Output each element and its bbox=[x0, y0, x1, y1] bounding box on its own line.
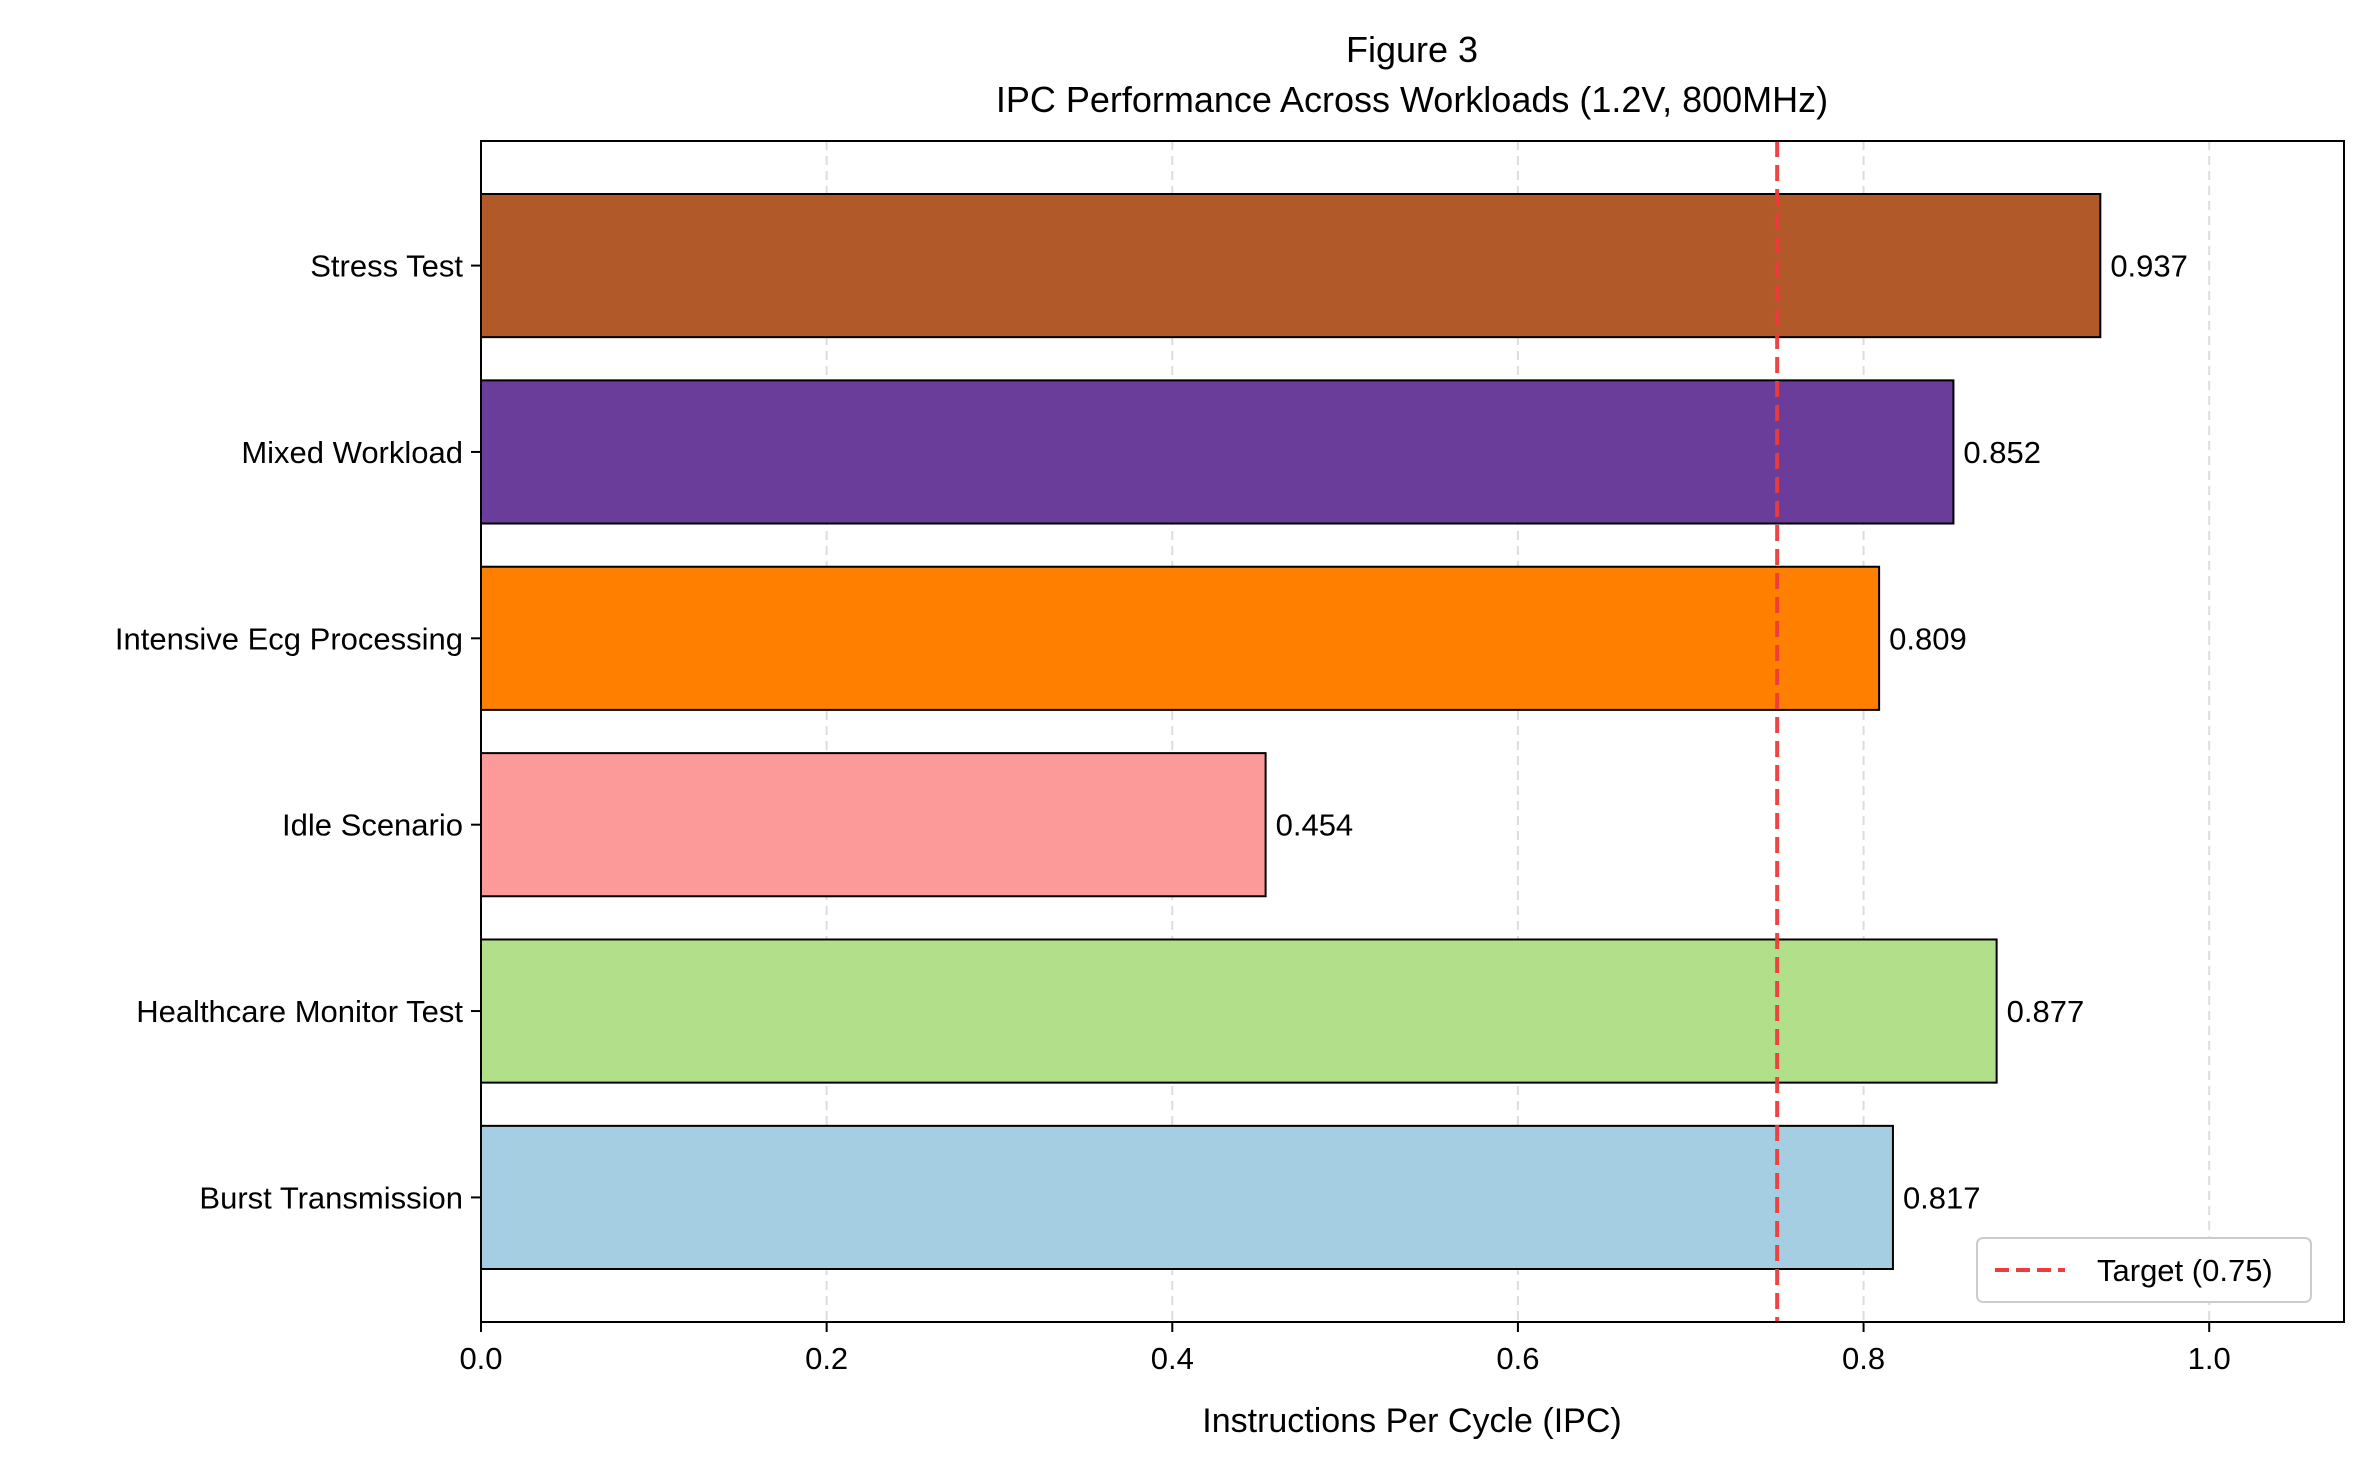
legend-target-label: Target (0.75) bbox=[2097, 1253, 2273, 1288]
chart-title: Figure 3 bbox=[1346, 29, 1478, 70]
legend: Target (0.75) bbox=[1976, 1237, 2312, 1303]
x-axis-label: Instructions Per Cycle (IPC) bbox=[1202, 1402, 1621, 1440]
y-tick-label-1: Healthcare Monitor Test bbox=[136, 994, 463, 1029]
plot-frame bbox=[480, 140, 2345, 1323]
bar-5 bbox=[480, 193, 2102, 339]
y-axis: Burst Transmission Healthcare Monitor Tes… bbox=[115, 249, 481, 1215]
y-tick-label-4: Mixed Workload bbox=[241, 435, 463, 470]
x-tick-label-5: 1.0 bbox=[2188, 1341, 2231, 1376]
y-tick-label-0: Burst Transmission bbox=[199, 1180, 463, 1215]
bar-value-label-2: 0.454 bbox=[1276, 808, 1354, 843]
bar-2 bbox=[480, 752, 1267, 898]
x-tick-label-3: 0.6 bbox=[1496, 1341, 1539, 1376]
bars: 0.817 0.877 0.454 0.809 0.852 0.937 bbox=[480, 193, 2188, 1271]
y-tick-label-3: Intensive Ecg Processing bbox=[115, 621, 463, 656]
bar-value-label-3: 0.809 bbox=[1889, 621, 1967, 656]
bar-3 bbox=[480, 565, 1881, 711]
y-tick-label-2: Idle Scenario bbox=[282, 808, 463, 843]
bar-1 bbox=[480, 938, 1998, 1084]
x-tick-label-1: 0.2 bbox=[805, 1341, 848, 1376]
bar-value-label-4: 0.852 bbox=[1963, 435, 2041, 470]
x-tick-label-0: 0.0 bbox=[459, 1341, 502, 1376]
bar-value-label-0: 0.817 bbox=[1903, 1180, 1981, 1215]
bar-value-label-5: 0.937 bbox=[2110, 249, 2188, 284]
bar-0 bbox=[480, 1124, 1894, 1271]
legend-box bbox=[1976, 1237, 2312, 1303]
chart-subtitle: IPC Performance Across Workloads (1.2V, … bbox=[996, 79, 1828, 120]
bar-4 bbox=[480, 379, 1955, 525]
y-tick-label-5: Stress Test bbox=[310, 249, 463, 284]
x-tick-label-2: 0.4 bbox=[1151, 1341, 1194, 1376]
x-axis: 0.0 0.2 0.4 0.6 0.8 1.0 bbox=[459, 1322, 2231, 1376]
x-tick-label-4: 0.8 bbox=[1842, 1341, 1885, 1376]
bar-value-label-1: 0.877 bbox=[2007, 994, 2085, 1029]
